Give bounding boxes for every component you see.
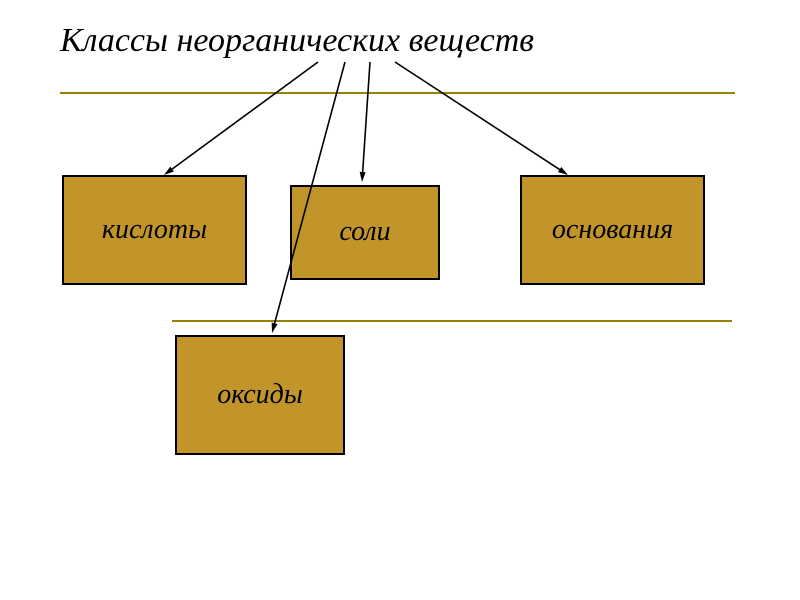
- node-oxides: оксиды: [175, 335, 345, 455]
- node-acids: кислоты: [62, 175, 247, 285]
- node-bases: основания: [520, 175, 705, 285]
- divider-line-top: [60, 92, 735, 94]
- arrow-layer: [0, 0, 800, 600]
- diagram-title: Классы неорганических веществ: [60, 22, 534, 60]
- node-salts: соли: [290, 185, 440, 280]
- diagram-canvas: Классы неорганических веществ кислоты со…: [0, 0, 800, 600]
- divider-line-middle: [172, 320, 732, 322]
